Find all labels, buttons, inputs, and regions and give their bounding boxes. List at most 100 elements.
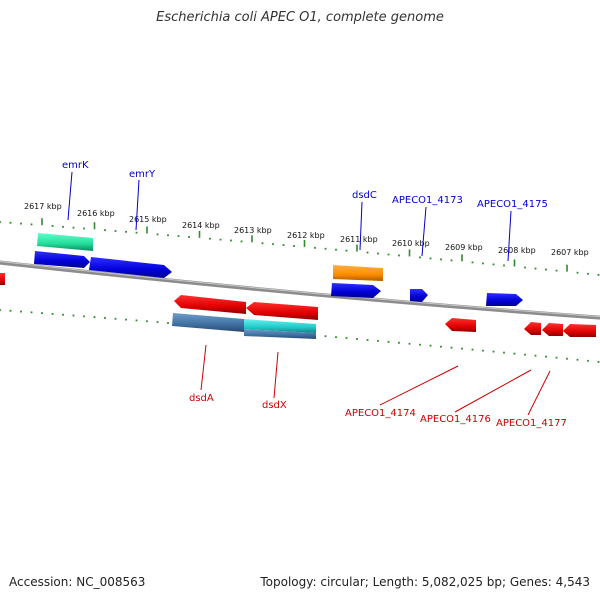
- scale-reverse-minor-tick: [597, 360, 600, 363]
- scale-label-2612: 2612 kbp: [287, 231, 325, 240]
- scale-reverse-minor-tick: [345, 337, 348, 339]
- scale-forward-minor-tick: [62, 225, 64, 228]
- label-APECO1_4173[interactable]: APECO1_4173: [392, 195, 463, 206]
- scale-reverse-minor-tick: [566, 357, 568, 360]
- scale-forward-minor-tick: [104, 229, 106, 232]
- scale-forward-major-tick: [408, 249, 411, 257]
- scale-reverse-minor-tick: [83, 315, 85, 318]
- scale-reverse-minor-tick: [62, 313, 64, 316]
- scale-forward-minor-tick: [282, 244, 285, 246]
- label-APECO1_4175[interactable]: APECO1_4175: [477, 199, 548, 210]
- scale-reverse-minor-tick: [398, 341, 400, 344]
- scale-label-2615: 2615 kbp: [129, 215, 167, 224]
- scale-reverse-minor-tick: [492, 350, 495, 353]
- gene-emrY[interactable]: [89, 257, 172, 278]
- label-dsdA[interactable]: dsdA: [189, 393, 214, 404]
- scale-reverse-minor-tick: [20, 310, 22, 313]
- feature-dsdX-steel[interactable]: [244, 329, 316, 339]
- label-emrY[interactable]: emrY: [129, 169, 156, 180]
- gene-APECO1_4176[interactable]: [524, 322, 541, 335]
- scale-reverse-minor-tick: [324, 335, 327, 338]
- label-APECO1_4174[interactable]: APECO1_4174: [345, 408, 416, 419]
- scale-label-2607: 2607 kbp: [551, 248, 589, 257]
- gene-APECO1_4173[interactable]: [410, 289, 428, 302]
- scale-reverse-minor-tick: [587, 359, 589, 362]
- scale-forward-minor-tick: [72, 226, 75, 229]
- scale-forward-minor-tick: [345, 249, 348, 252]
- scale-reverse-minor-tick: [482, 349, 484, 352]
- scale-forward-minor-tick: [0, 221, 1, 223]
- scale-reverse-minor-tick: [135, 319, 138, 322]
- label-APECO1_4177[interactable]: APECO1_4177: [496, 418, 567, 429]
- connector-APECO1_4177: [527, 370, 551, 416]
- scale-reverse-minor-tick: [9, 309, 12, 312]
- scale-reverse-minor-tick: [387, 340, 390, 343]
- scale-reverse-minor-tick: [156, 321, 159, 324]
- gene-APECO1_4175[interactable]: [486, 293, 523, 306]
- label-connectors: [67, 171, 551, 416]
- scale-reverse-minor-tick: [125, 318, 127, 321]
- scale-reverse-minor-tick: [524, 353, 526, 356]
- scale-reverse-minor-tick: [450, 346, 453, 349]
- scale-forward-minor-tick: [20, 222, 22, 225]
- label-APECO1_4176[interactable]: APECO1_4176: [420, 414, 491, 425]
- scale-label-2614: 2614 kbp: [182, 221, 220, 230]
- scale-reverse-minor-tick: [440, 345, 442, 348]
- scale-forward-minor-tick: [156, 233, 159, 236]
- scale-reverse-minor-tick: [146, 320, 148, 323]
- scale-forward-minor-tick: [135, 231, 138, 234]
- gene-APECO1_4174[interactable]: [445, 318, 476, 332]
- scale-forward-minor-tick: [597, 273, 600, 276]
- scale-reverse-minor-tick: [503, 351, 505, 354]
- scale-forward-minor-tick: [429, 257, 432, 260]
- gene-labels: emrK emrY dsdC APECO1_4173 APECO1_4175 d…: [62, 160, 567, 429]
- scale-forward-major-tick: [251, 235, 253, 243]
- gene-emrK[interactable]: [34, 251, 90, 268]
- scale-forward-minor-tick: [230, 239, 232, 242]
- feature-dsdC-orange[interactable]: [333, 265, 383, 281]
- scale-forward-minor-tick: [419, 256, 421, 259]
- scale-forward-minor-tick: [114, 230, 117, 232]
- scale-reverse-minor-tick: [335, 336, 337, 339]
- scale-forward-minor-tick: [30, 223, 33, 226]
- scale-forward-minor-tick: [450, 259, 453, 262]
- scale-forward-minor-tick: [219, 238, 222, 241]
- scale-forward-major-tick: [198, 230, 201, 238]
- scale-forward-minor-tick: [398, 254, 400, 257]
- gene-APECO1_4178[interactable]: [563, 324, 596, 337]
- scale-reverse-minor-tick: [167, 322, 169, 324]
- genome-backbone-highlight: [0, 261, 600, 318]
- gene-dsdX[interactable]: [246, 302, 318, 320]
- scale-forward-minor-tick: [314, 246, 316, 249]
- scale-forward-minor-tick: [209, 237, 211, 240]
- scale-forward-minor-tick: [503, 264, 505, 267]
- scale-ticks-forward: [0, 218, 600, 276]
- scale-label-2609: 2609 kbp: [445, 243, 483, 252]
- gene-dsdA[interactable]: [174, 295, 246, 314]
- label-dsdX[interactable]: dsdX: [262, 400, 287, 411]
- scale-forward-major-tick: [461, 254, 463, 262]
- feature-emrK-green[interactable]: [37, 233, 93, 251]
- scale-label-2617: 2617 kbp: [24, 202, 62, 211]
- scale-reverse-minor-tick: [576, 358, 579, 361]
- gene-left-edge[interactable]: [0, 273, 5, 285]
- feature-dsdA-steel[interactable]: [172, 313, 244, 332]
- scale-forward-minor-tick: [188, 236, 190, 238]
- scale-forward-minor-tick: [261, 242, 264, 245]
- connector-emrK: [67, 171, 73, 221]
- feature-dsdX-cyan[interactable]: [244, 319, 316, 333]
- scale-forward-minor-tick: [534, 267, 537, 270]
- label-emrK[interactable]: emrK: [62, 160, 89, 171]
- scale-reverse-minor-tick: [93, 316, 96, 319]
- accession-text: Accession: NC_008563: [9, 575, 146, 589]
- scale-forward-minor-tick: [387, 253, 390, 256]
- scale-label-2616: 2616 kbp: [77, 209, 115, 218]
- scale-forward-minor-tick: [293, 245, 295, 247]
- scale-forward-minor-tick: [9, 221, 12, 224]
- connector-APECO1_4176: [454, 369, 532, 413]
- scale-reverse-minor-tick: [30, 311, 33, 314]
- gene-dsdC[interactable]: [331, 283, 381, 298]
- label-dsdC[interactable]: dsdC: [352, 190, 377, 201]
- gene-APECO1_4177[interactable]: [542, 323, 563, 336]
